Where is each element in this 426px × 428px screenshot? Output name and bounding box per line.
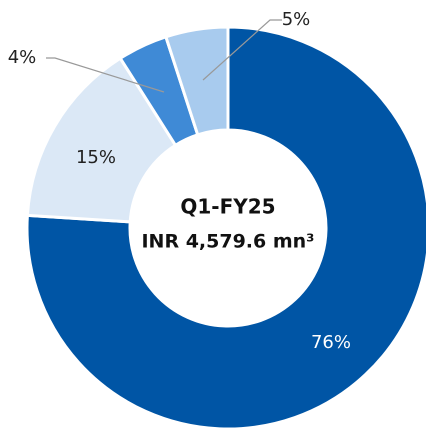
slice xyxy=(25,25,426,428)
value-label: 5% xyxy=(282,9,311,30)
value-label: 4% xyxy=(8,47,37,68)
slice xyxy=(163,25,230,137)
slice xyxy=(25,56,178,224)
center-subtitle: INR 4,579.6 mn³ xyxy=(141,231,314,253)
center-title: Q1-FY25 xyxy=(180,195,275,219)
value-label: 76% xyxy=(311,332,351,353)
value-label: 15% xyxy=(76,147,116,168)
leader-line xyxy=(202,19,282,81)
leader-line xyxy=(46,57,165,93)
